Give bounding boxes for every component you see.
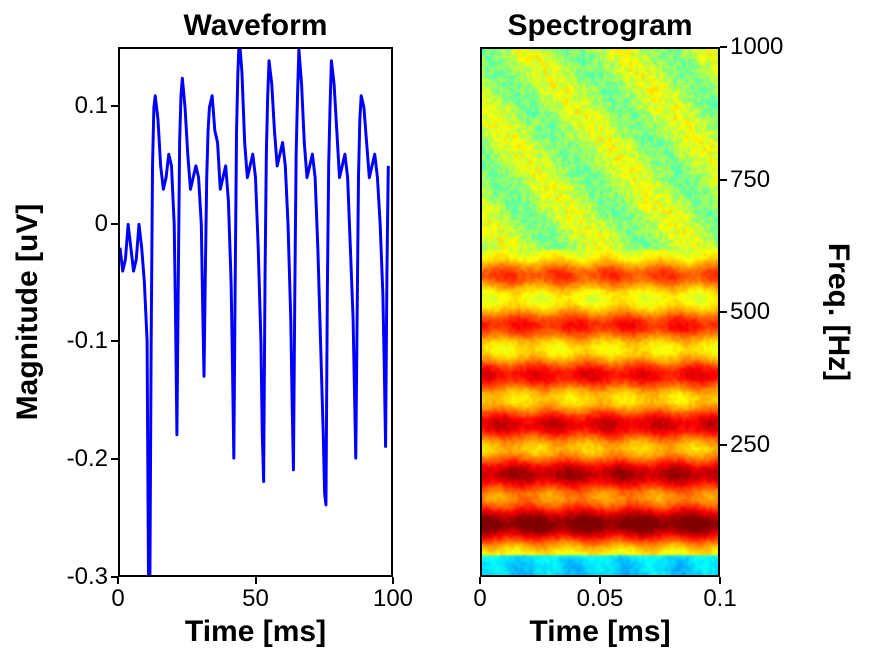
spectrogram-ytick [720,311,727,313]
waveform-ytick [111,105,118,107]
spectrogram-ytick-label: 500 [730,298,770,326]
spectrogram-ylabel: Freq. [Hz] [821,243,855,381]
spectrogram-xtick [719,577,721,584]
spectrogram-xtick-label: 0.05 [577,585,624,613]
spectrogram-xtick [479,577,481,584]
waveform-ytick [111,458,118,460]
figure: Waveform Magnitude [uV] Time [ms] Spectr… [0,0,875,656]
spectrogram-xtick-label: 0 [473,585,486,613]
spectrogram-xlabel: Time [ms] [529,615,670,649]
spectrogram-plot-area [480,47,720,577]
waveform-title: Waveform [184,9,328,43]
waveform-xtick-label: 0 [111,585,124,613]
spectrogram-ytick [720,46,727,48]
waveform-line-svg [120,49,391,575]
waveform-ytick-label: -0.1 [67,327,108,355]
waveform-ytick-label: 0.1 [75,92,108,120]
waveform-ytick-label: -0.2 [67,445,108,473]
spectrogram-title: Spectrogram [507,9,692,43]
spectrogram-ytick-label: 250 [730,431,770,459]
waveform-plot-area [118,47,393,577]
spectrogram-xtick-label: 0.1 [703,585,736,613]
waveform-xtick-label: 100 [373,585,413,613]
waveform-ytick-label: -0.3 [67,563,108,591]
waveform-ytick-label: 0 [95,210,108,238]
spectrogram-ytick-label: 750 [730,166,770,194]
waveform-ytick [111,576,118,578]
spectrogram-ytick [720,179,727,181]
waveform-xtick [255,577,257,584]
spectrogram-ytick [720,444,727,446]
waveform-ytick [111,223,118,225]
spectrogram-heatmap [482,49,718,575]
waveform-xtick [392,577,394,584]
waveform-xtick [117,577,119,584]
waveform-line [120,49,388,575]
spectrogram-xtick [599,577,601,584]
waveform-xtick-label: 50 [242,585,269,613]
waveform-ylabel: Magnitude [uV] [11,204,45,421]
waveform-xlabel: Time [ms] [185,615,326,649]
spectrogram-ytick-label: 1000 [730,33,783,61]
waveform-ytick [111,340,118,342]
